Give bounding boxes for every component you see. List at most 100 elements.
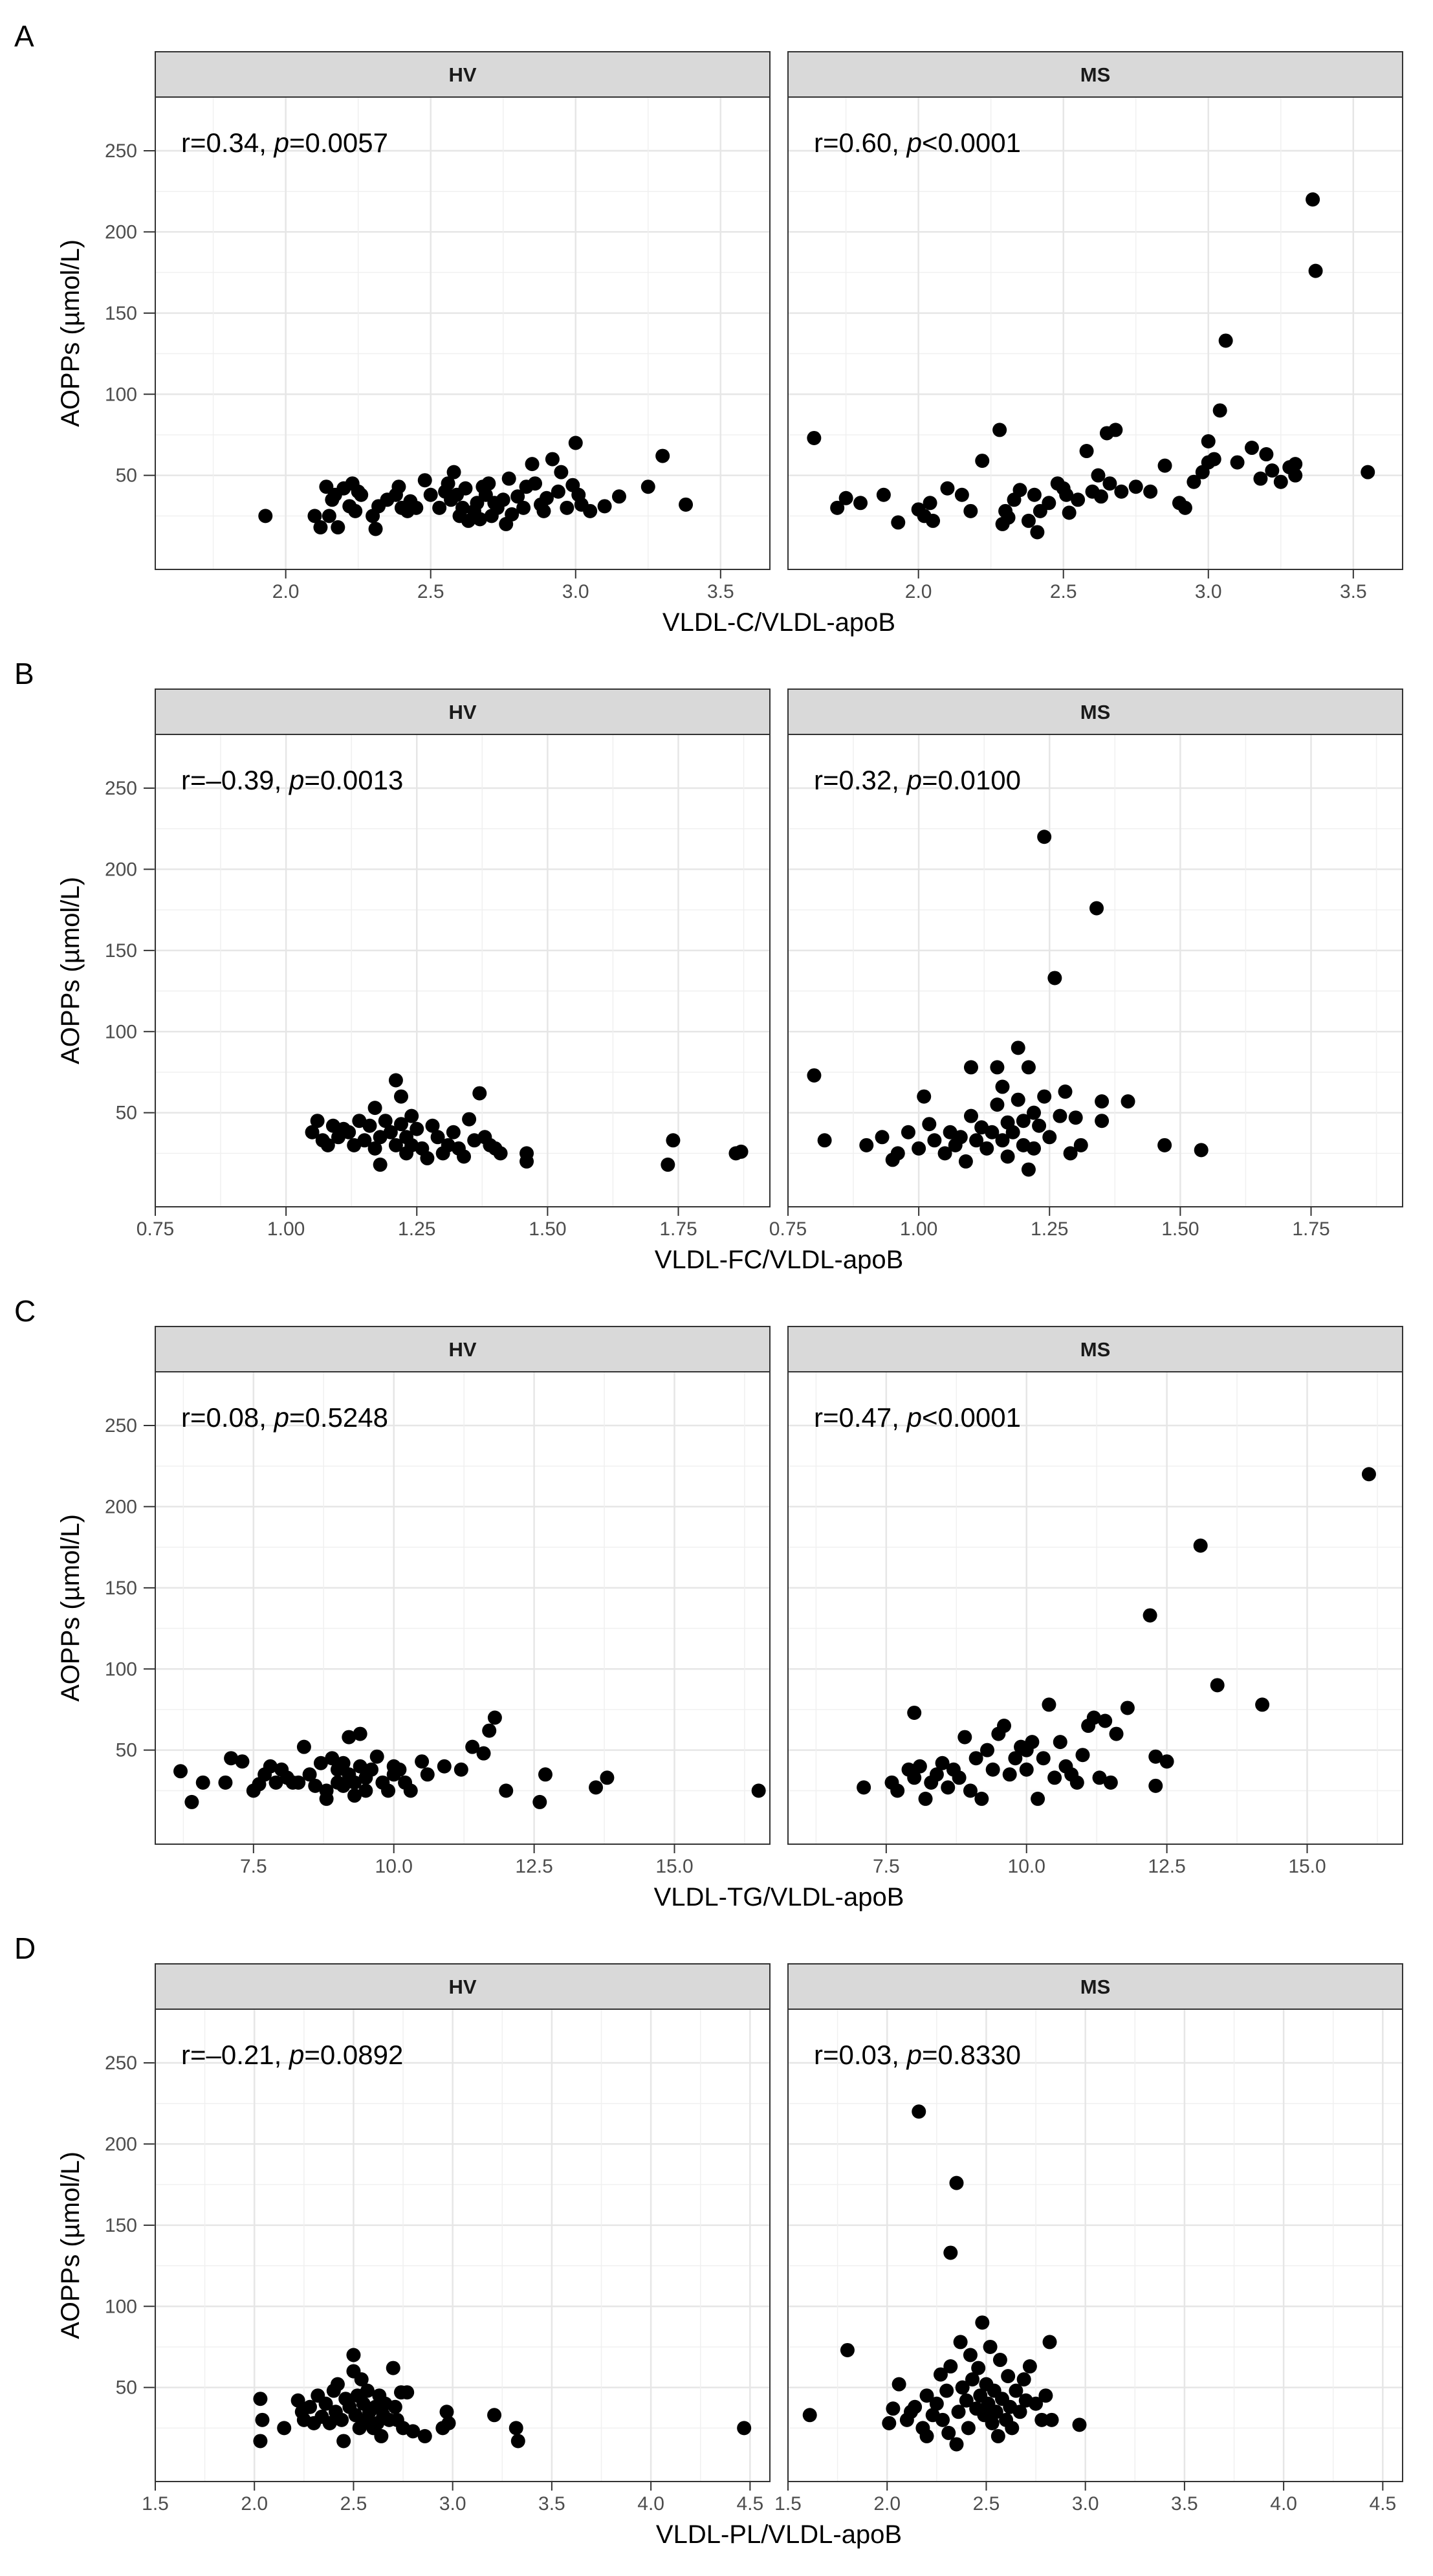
data-point bbox=[388, 2399, 402, 2414]
data-point bbox=[347, 1775, 362, 1790]
p-symbol: p bbox=[906, 127, 922, 158]
x-axis-title: VLDL-PL/VLDL-apoB bbox=[656, 2520, 902, 2549]
x-tick-label: 1.50 bbox=[1161, 1218, 1199, 1240]
data-point bbox=[381, 1783, 396, 1798]
data-point bbox=[367, 1141, 382, 1156]
facet-ms: MS 1.5 2.0 2.5 3.0 3.5 4.0 4.5 r=0.03, p=0.8330 bbox=[774, 1963, 1403, 2515]
data-point bbox=[1005, 1125, 1020, 1139]
y-tick-label: 250 bbox=[105, 778, 137, 799]
data-point bbox=[525, 457, 540, 472]
y-tick-label: 200 bbox=[105, 859, 137, 880]
data-point bbox=[926, 513, 941, 528]
y-axis-title: AOPPs (µmol/L) bbox=[56, 1514, 85, 1702]
data-point bbox=[1016, 1114, 1031, 1128]
data-point bbox=[917, 1089, 932, 1104]
data-point bbox=[1002, 1767, 1017, 1782]
data-point bbox=[597, 499, 612, 514]
data-point bbox=[1273, 474, 1288, 489]
facet-hv: HV 0.75 1.00 1.25 1.50 1.75 r=–0.39, p=0.0013 bbox=[137, 688, 771, 1240]
data-point bbox=[969, 1133, 984, 1148]
data-point bbox=[737, 2421, 752, 2436]
x-tick-label: 12.5 bbox=[1148, 1856, 1185, 1877]
p-value: =0.8330 bbox=[922, 2040, 1021, 2070]
data-point bbox=[1022, 2359, 1037, 2374]
x-tick-label: 2.0 bbox=[241, 2493, 268, 2515]
data-point bbox=[802, 2408, 817, 2423]
data-point bbox=[538, 1767, 552, 1782]
data-point bbox=[1265, 463, 1280, 478]
data-point bbox=[291, 1775, 306, 1790]
data-point bbox=[1030, 525, 1045, 540]
data-point bbox=[918, 1791, 933, 1806]
data-point bbox=[990, 2428, 1005, 2443]
x-tick-label: 3.5 bbox=[707, 581, 734, 602]
data-point bbox=[875, 1130, 890, 1145]
data-point bbox=[368, 522, 383, 536]
data-point bbox=[313, 1756, 328, 1770]
data-point bbox=[890, 1783, 905, 1798]
data-point bbox=[927, 1133, 942, 1148]
data-point bbox=[995, 1079, 1010, 1094]
data-point bbox=[985, 1125, 1000, 1139]
data-point bbox=[322, 2416, 337, 2430]
plot-background bbox=[155, 734, 770, 1207]
data-point bbox=[963, 1060, 978, 1075]
data-point bbox=[1047, 1770, 1062, 1785]
x-tick-label: 4.0 bbox=[637, 2493, 664, 2515]
y-tick-label: 150 bbox=[105, 303, 137, 324]
data-point bbox=[277, 2421, 292, 2436]
data-point bbox=[313, 520, 328, 534]
data-point bbox=[1073, 1138, 1088, 1152]
data-point bbox=[1288, 457, 1303, 472]
x-tick-label: 1.00 bbox=[900, 1218, 937, 1240]
data-point bbox=[890, 1146, 905, 1161]
plot-border bbox=[787, 1371, 1403, 1845]
data-point bbox=[985, 1762, 1000, 1777]
data-point bbox=[912, 1141, 926, 1156]
data-point bbox=[336, 2434, 351, 2449]
p-symbol: p bbox=[906, 1402, 922, 1433]
x-tick-label: 0.75 bbox=[769, 1218, 807, 1240]
data-point bbox=[935, 2412, 950, 2427]
data-point bbox=[348, 503, 363, 518]
facet-strip bbox=[787, 688, 1403, 735]
data-point bbox=[611, 489, 626, 504]
data-point bbox=[1361, 1467, 1376, 1482]
data-point bbox=[807, 1068, 822, 1083]
data-point bbox=[1029, 2396, 1044, 2411]
panel-B: B AOPPs (µmol/L) 50 100 150 200 250 HV 0.75 1.00 1… bbox=[14, 657, 1403, 1274]
x-tick-label: 2.5 bbox=[417, 581, 444, 602]
r-value: r=–0.39, bbox=[181, 765, 289, 795]
data-point bbox=[1031, 1791, 1045, 1806]
data-point bbox=[554, 465, 569, 479]
facet-strip-label: HV bbox=[448, 1338, 476, 1361]
plot-border bbox=[155, 96, 771, 570]
data-point bbox=[840, 2342, 855, 2357]
data-point bbox=[432, 500, 447, 515]
data-point bbox=[403, 1783, 418, 1798]
data-point bbox=[963, 2348, 978, 2362]
data-point bbox=[362, 1118, 377, 1133]
data-point bbox=[1062, 505, 1077, 520]
data-point bbox=[510, 489, 525, 504]
data-point bbox=[320, 1138, 335, 1152]
x-tick-label: 4.5 bbox=[1369, 2493, 1396, 2515]
data-point bbox=[482, 1723, 497, 1738]
data-point bbox=[853, 496, 868, 511]
x-tick-label: 2.5 bbox=[1050, 581, 1077, 602]
facet-hv: HV 1.5 2.0 2.5 3.0 3.5 4.0 4.5 r=–0.21, p=0.0892 bbox=[142, 1963, 771, 2515]
data-point bbox=[420, 1767, 435, 1782]
data-point bbox=[446, 465, 461, 479]
data-point bbox=[342, 1125, 356, 1139]
p-symbol: p bbox=[288, 2040, 304, 2070]
data-point bbox=[308, 1778, 323, 1793]
data-point bbox=[929, 1767, 944, 1782]
data-point bbox=[358, 1783, 373, 1798]
data-point bbox=[935, 1756, 950, 1770]
y-tick-label: 50 bbox=[116, 2377, 137, 2399]
data-point bbox=[1244, 441, 1259, 456]
data-point bbox=[357, 1133, 372, 1148]
panel-A: A AOPPs (µmol/L) 50 100 150 200 250 HV 2.0 2.5 3.0… bbox=[14, 19, 1403, 637]
data-point bbox=[912, 1759, 927, 1774]
p-symbol: p bbox=[288, 765, 304, 795]
